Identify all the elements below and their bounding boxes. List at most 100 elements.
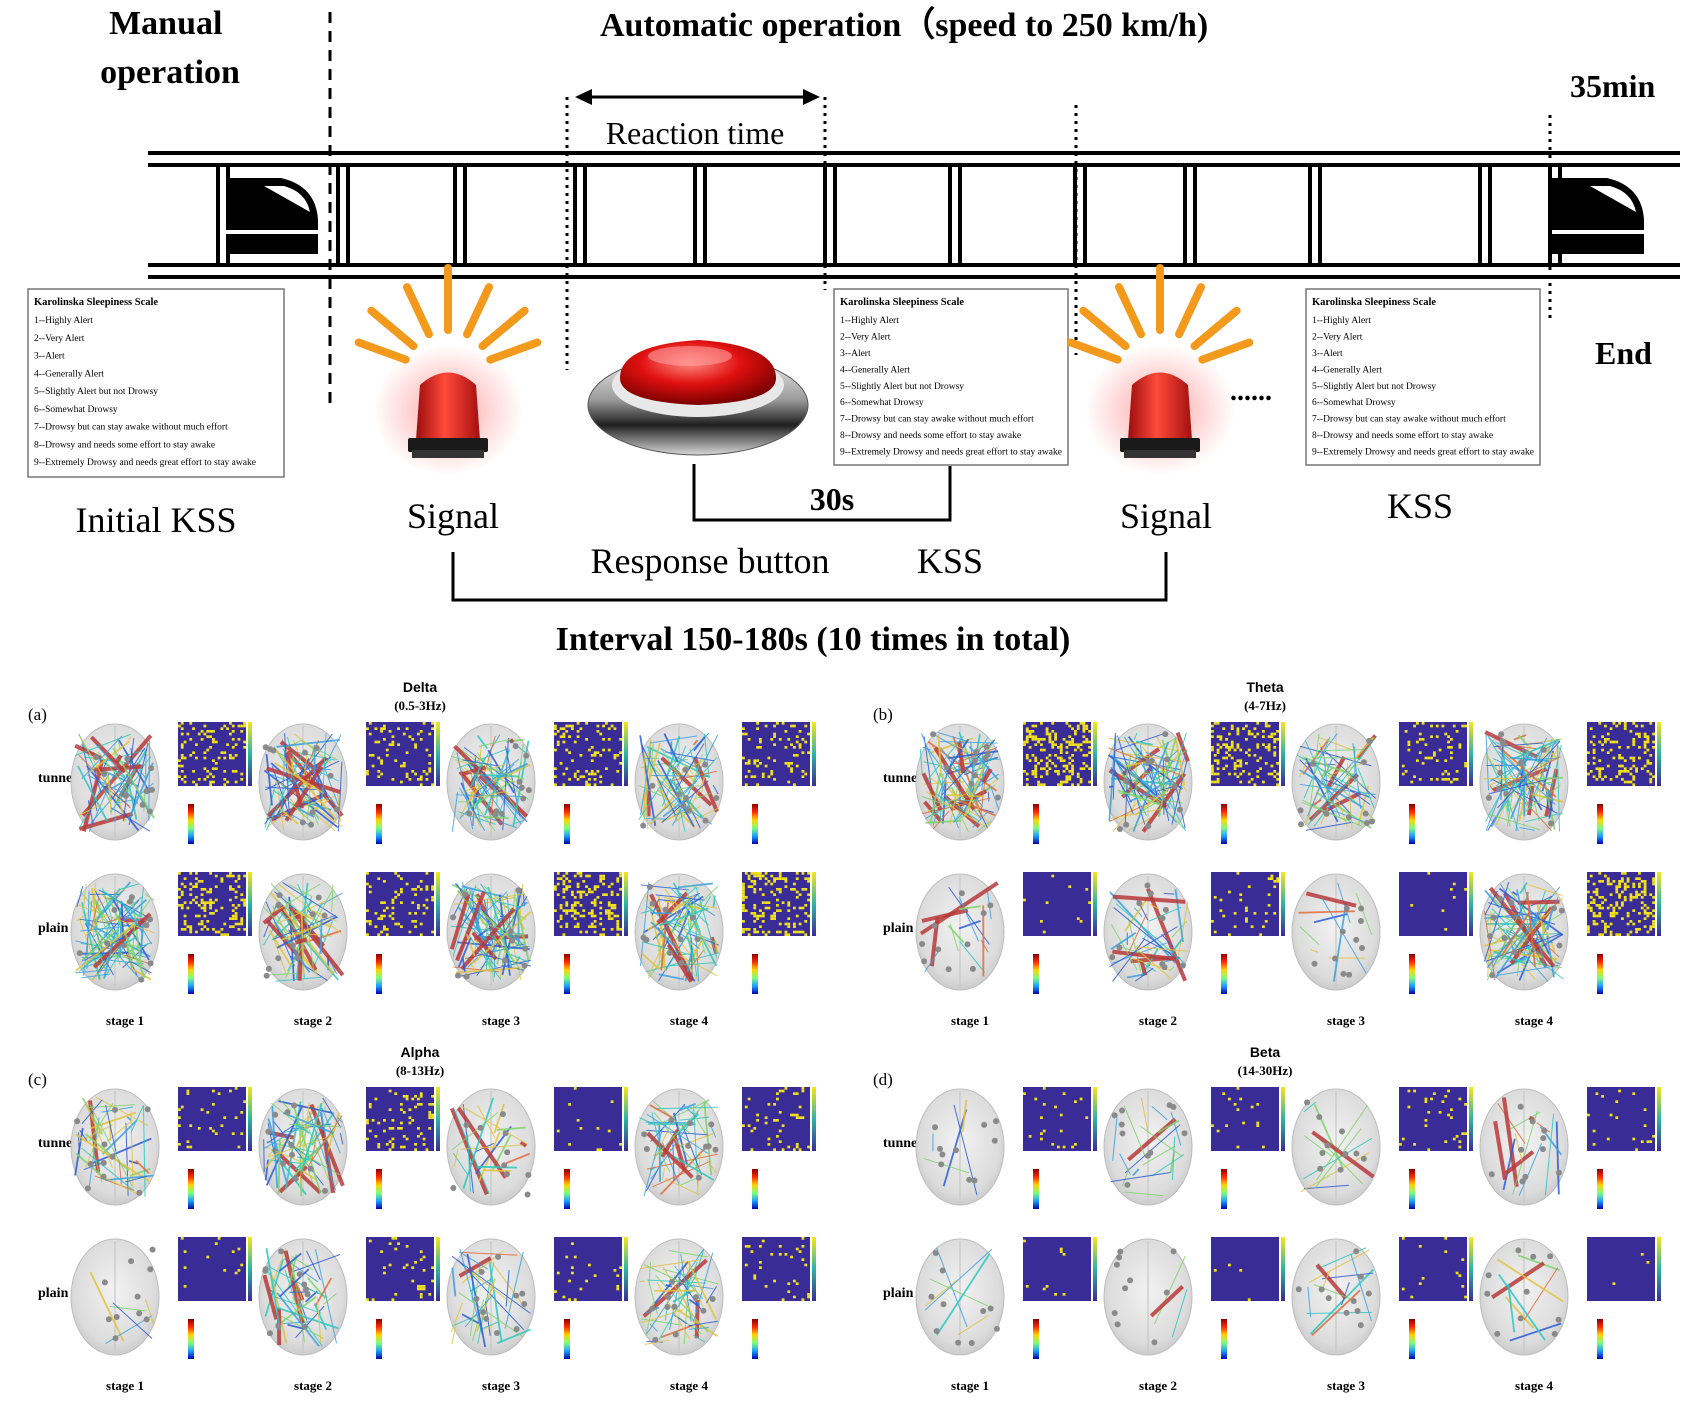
- row-label-tunnel: tunnel: [883, 1136, 921, 1151]
- connectivity-matrix: [366, 872, 440, 936]
- kss-item: 1--Highly Alert: [840, 316, 899, 326]
- band-range: (14-30Hz): [1238, 1063, 1293, 1078]
- panel-id: (a): [28, 705, 47, 724]
- stage-label: stage 4: [670, 1378, 708, 1393]
- band-range: (8-13Hz): [396, 1063, 444, 1078]
- brain-network: [70, 873, 160, 991]
- row-label-plain: plain: [883, 1286, 914, 1301]
- stage-label: stage 1: [951, 1013, 989, 1028]
- connectivity-matrix: [1211, 872, 1285, 936]
- protocol-diagram: Manual operation Automatic operation（spe…: [27, 5, 1680, 658]
- stage-label: stage 3: [482, 1378, 520, 1393]
- brain-network: [446, 723, 536, 841]
- stage-label: stage 1: [106, 1013, 144, 1028]
- kss-title: Karolinska Sleepiness Scale: [34, 297, 158, 308]
- signal-label-1: Signal: [407, 496, 499, 536]
- brain-network: [1291, 873, 1381, 991]
- row-label-plain: plain: [38, 921, 69, 936]
- rail-track: [148, 151, 1680, 279]
- colorbar: [376, 1319, 382, 1359]
- response-button-icon: [587, 340, 809, 456]
- connectivity-matrix: [366, 1237, 440, 1301]
- brain-network: [1479, 723, 1569, 841]
- kss-item: 8--Drowsy and needs some effort to stay …: [34, 439, 215, 450]
- thirty-seconds-label: 30s: [810, 481, 854, 517]
- brain-network: [1291, 1238, 1381, 1356]
- colorbar: [564, 1319, 570, 1359]
- stage-label: stage 2: [294, 1013, 332, 1028]
- panel-theta: (b) Theta (4-7Hz) tunnel plain stage 1 stage 2…: [873, 679, 1661, 1028]
- signal-label-2: Signal: [1120, 496, 1212, 536]
- duration-label: 35min: [1570, 68, 1656, 104]
- stage-label: stage 4: [1515, 1013, 1553, 1028]
- brain-network: [258, 723, 348, 841]
- colorbar: [1597, 804, 1603, 844]
- interval-bracket: [451, 552, 1168, 602]
- colorbar: [1033, 804, 1039, 844]
- colorbar: [564, 1169, 570, 1209]
- kss-item: 2--Very Alert: [34, 334, 85, 344]
- repeat-ellipsis: ......: [1230, 376, 1272, 407]
- colorbar: [1597, 1319, 1603, 1359]
- brain-network: [1479, 1088, 1569, 1206]
- band-title: Delta: [403, 679, 437, 695]
- band-range: (4-7Hz): [1244, 698, 1286, 713]
- colorbar: [752, 954, 758, 994]
- stage-label: stage 1: [951, 1378, 989, 1393]
- kss-item: 9--Extremely Drowsy and needs great effo…: [1312, 447, 1534, 458]
- brain-network: [915, 723, 1005, 841]
- panel-alpha: (c) Alpha (8-13Hz) tunnel plain stage 1 stage …: [28, 1044, 816, 1393]
- stage-label: stage 3: [1327, 1013, 1365, 1028]
- kss-item: 9--Extremely Drowsy and needs great effo…: [840, 447, 1062, 458]
- kss-item: 3--Alert: [34, 352, 65, 362]
- row-label-tunnel: tunnel: [38, 1136, 76, 1151]
- brain-network: [446, 1088, 536, 1206]
- kss-item: 6--Somewhat Drowsy: [34, 405, 118, 415]
- kss-item: 7--Drowsy but can stay awake without muc…: [1312, 414, 1506, 425]
- connectivity-matrix: [1399, 872, 1473, 936]
- panel-id: (c): [28, 1070, 47, 1089]
- connectivity-matrix: [178, 1087, 252, 1151]
- panel-beta: (d) Beta (14-30Hz) tunnel plain stage 1 stage …: [873, 1044, 1661, 1393]
- connectivity-matrix: [1399, 1087, 1473, 1151]
- colorbar: [1597, 954, 1603, 994]
- connectivity-matrix: [554, 1087, 628, 1151]
- manual-operation-label: Manual operation: [100, 5, 240, 91]
- brain-network: [915, 873, 1005, 991]
- colorbar: [1221, 1169, 1227, 1209]
- brain-network: [258, 1088, 348, 1206]
- brain-network: [70, 1238, 160, 1356]
- kss-item: 4--Generally Alert: [840, 365, 910, 375]
- colorbar: [1221, 1319, 1227, 1359]
- brain-network: [70, 1088, 160, 1206]
- thirty-second-bracket: [692, 464, 952, 522]
- colorbar: [376, 804, 382, 844]
- stage-label: stage 2: [1139, 1013, 1177, 1028]
- connectivity-matrix: [366, 722, 440, 786]
- brain-network: [70, 723, 160, 841]
- colorbar: [188, 954, 194, 994]
- connectivity-matrix: [178, 722, 252, 786]
- stage-label: stage 3: [1327, 1378, 1365, 1393]
- connectivity-matrix: [1399, 1237, 1473, 1301]
- kss-item: 5--Slightly Alert but not Drowsy: [34, 387, 158, 397]
- manual-line-2: operation: [100, 54, 240, 91]
- brain-network: [1103, 1088, 1193, 1206]
- connectivity-matrix: [1587, 722, 1661, 786]
- colorbar: [752, 1169, 758, 1209]
- connectivity-matrix: [1023, 1237, 1097, 1301]
- panel-id: (b): [873, 705, 893, 724]
- connectivity-matrix: [742, 1087, 816, 1151]
- kss-scale-box-later: Karolinska Sleepiness Scale 1--Highly Ale…: [1305, 288, 1541, 466]
- connectivity-matrix: [742, 1237, 816, 1301]
- manual-line-1: Manual: [109, 5, 222, 42]
- stage-label: stage 1: [106, 1378, 144, 1393]
- colorbar: [188, 1319, 194, 1359]
- brain-network: [1291, 723, 1381, 841]
- connectivity-matrix: [178, 872, 252, 936]
- colorbar: [1221, 804, 1227, 844]
- end-label: End: [1595, 335, 1652, 371]
- stage-label: stage 2: [1139, 1378, 1177, 1393]
- connectivity-matrix: [366, 1087, 440, 1151]
- connectivity-matrix: [1587, 1087, 1661, 1151]
